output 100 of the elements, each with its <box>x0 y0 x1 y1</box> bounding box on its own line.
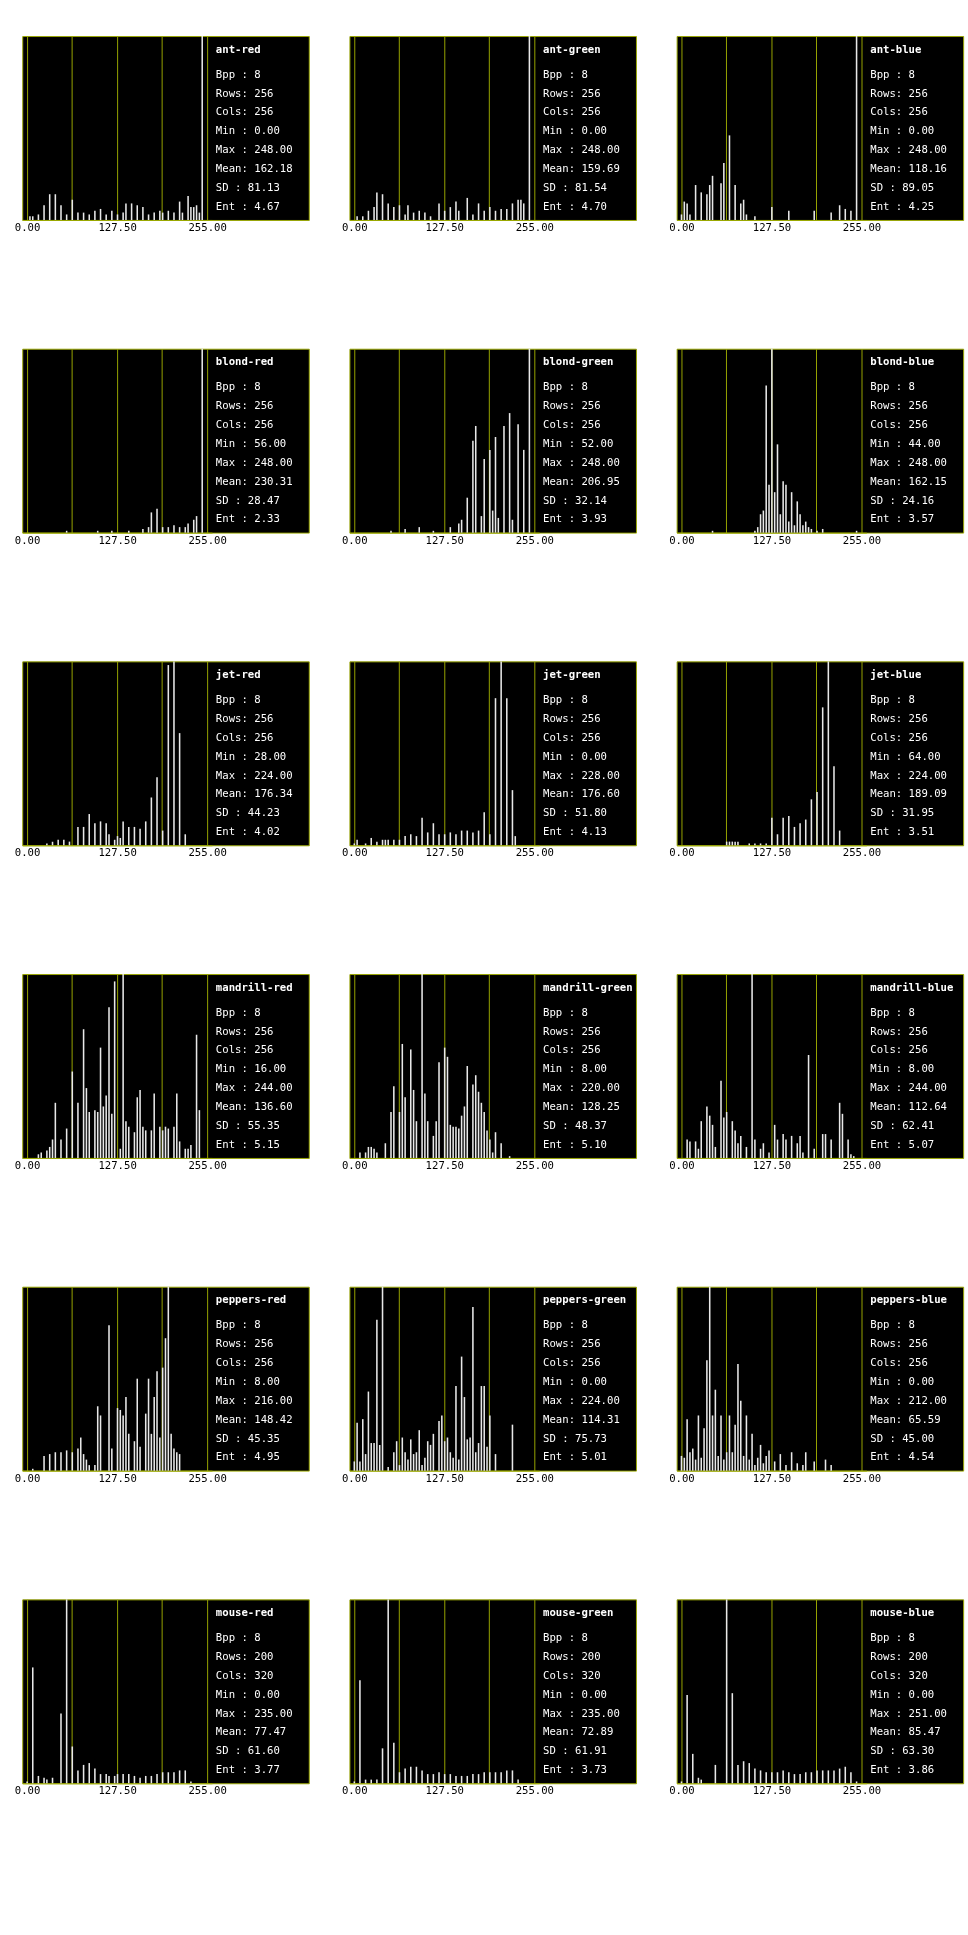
text: Cols: 256 <box>543 1043 601 1057</box>
text: SD : 28.47 <box>215 493 280 507</box>
text: Mean: 162.18 <box>215 162 293 176</box>
x-tick-label: 255.00 <box>515 1784 555 1798</box>
text: Rows: 256 <box>870 711 928 725</box>
text: SD : 44.23 <box>215 806 280 820</box>
text: ant-green <box>543 42 601 56</box>
x-tick-label: 0.00 <box>669 221 695 235</box>
text: Max : 220.00 <box>543 1081 620 1095</box>
x-tick-label: 0.00 <box>341 1784 368 1798</box>
text: Cols: 256 <box>870 730 928 744</box>
text: Min : 0.00 <box>543 749 608 763</box>
text: mandrill-blue <box>870 980 954 994</box>
text: SD : 62.41 <box>870 1118 935 1132</box>
text: Cols: 256 <box>215 1043 274 1057</box>
text: Max : 248.00 <box>870 455 947 469</box>
text: Rows: 256 <box>215 711 274 725</box>
x-tick-label: 255.00 <box>515 221 555 235</box>
text: Mean: 206.95 <box>543 474 620 488</box>
text: Cols: 320 <box>870 1668 928 1682</box>
text: Min : 16.00 <box>215 1062 287 1076</box>
x-tick-label: 255.00 <box>842 1159 882 1173</box>
text: Ent : 4.70 <box>543 199 608 213</box>
text: Bpp : 8 <box>543 1631 588 1644</box>
text: ant-red <box>215 42 261 56</box>
text: Max : 251.00 <box>870 1706 947 1720</box>
text: Max : 248.00 <box>870 143 947 157</box>
text: Max : 248.00 <box>543 143 620 157</box>
x-tick-label: 127.50 <box>425 533 464 547</box>
x-tick-label: 127.50 <box>98 533 137 547</box>
text: Mean: 176.34 <box>215 787 293 801</box>
x-tick-label: 255.00 <box>842 1784 882 1798</box>
text: Bpp : 8 <box>215 380 261 394</box>
text: Min : 0.00 <box>215 124 280 138</box>
text: Rows: 256 <box>543 399 601 413</box>
x-tick-label: 0.00 <box>14 221 41 235</box>
text: Mean: 118.16 <box>870 162 947 176</box>
x-tick-label: 0.00 <box>669 846 695 860</box>
text: Cols: 256 <box>870 105 928 119</box>
text: Bpp : 8 <box>870 693 916 707</box>
text: Mean: 162.15 <box>870 474 947 488</box>
x-tick-label: 127.50 <box>752 1471 792 1485</box>
text: Ent : 3.86 <box>870 1763 935 1777</box>
text: Max : 216.00 <box>215 1393 293 1407</box>
x-tick-label: 127.50 <box>752 846 792 860</box>
text: Min : 0.00 <box>870 124 935 138</box>
text: Max : 235.00 <box>215 1706 293 1720</box>
text: Rows: 200 <box>870 1649 928 1663</box>
text: Rows: 256 <box>215 1024 274 1038</box>
x-tick-label: 255.00 <box>842 533 882 547</box>
text: SD : 81.13 <box>215 180 280 194</box>
x-tick-label: 0.00 <box>341 1159 368 1173</box>
text: Cols: 256 <box>543 418 601 432</box>
text: jet-blue <box>870 667 922 681</box>
text: Cols: 256 <box>215 418 274 432</box>
text: mouse-green <box>543 1605 614 1619</box>
text: Rows: 256 <box>870 86 928 100</box>
x-tick-label: 255.00 <box>188 533 227 547</box>
text: Max : 235.00 <box>543 1706 620 1720</box>
text: SD : 24.16 <box>870 493 935 507</box>
text: blond-green <box>543 355 614 369</box>
x-tick-label: 255.00 <box>515 1159 555 1173</box>
text: Max : 244.00 <box>870 1081 947 1095</box>
text: Rows: 256 <box>215 1337 274 1351</box>
x-tick-label: 127.50 <box>752 1159 792 1173</box>
text: Mean: 189.09 <box>870 787 947 801</box>
text: peppers-blue <box>870 1293 947 1307</box>
text: Mean: 148.42 <box>215 1412 293 1426</box>
x-tick-label: 255.00 <box>515 1471 555 1485</box>
text: mouse-blue <box>870 1605 935 1619</box>
x-tick-label: 0.00 <box>669 533 695 547</box>
text: Max : 248.00 <box>543 455 620 469</box>
x-tick-label: 255.00 <box>188 221 227 235</box>
text: Mean: 136.60 <box>215 1100 293 1114</box>
text: Mean: 159.69 <box>543 162 620 176</box>
text: Ent : 3.51 <box>870 825 935 839</box>
text: Bpp : 8 <box>543 1318 588 1332</box>
text: Max : 228.00 <box>543 768 620 782</box>
x-tick-label: 127.50 <box>425 846 464 860</box>
text: Rows: 256 <box>870 1024 928 1038</box>
x-tick-label: 127.50 <box>425 1159 464 1173</box>
text: Min : 56.00 <box>215 436 287 450</box>
text: Bpp : 8 <box>870 1631 916 1644</box>
text: Rows: 200 <box>215 1649 274 1663</box>
x-tick-label: 0.00 <box>14 846 41 860</box>
text: Bpp : 8 <box>215 67 261 81</box>
text: Rows: 256 <box>543 1024 601 1038</box>
x-tick-label: 255.00 <box>842 1471 882 1485</box>
text: Max : 248.00 <box>215 455 293 469</box>
text: Min : 0.00 <box>215 1687 280 1701</box>
x-tick-label: 127.50 <box>752 1784 792 1798</box>
text: mouse-red <box>215 1605 274 1619</box>
x-tick-label: 255.00 <box>188 1471 227 1485</box>
x-tick-label: 127.50 <box>425 221 464 235</box>
text: Min : 52.00 <box>543 436 614 450</box>
text: Max : 224.00 <box>870 768 947 782</box>
x-tick-label: 127.50 <box>425 1784 464 1798</box>
x-tick-label: 0.00 <box>341 1471 368 1485</box>
text: mandrill-green <box>543 980 633 994</box>
text: peppers-green <box>543 1293 627 1307</box>
